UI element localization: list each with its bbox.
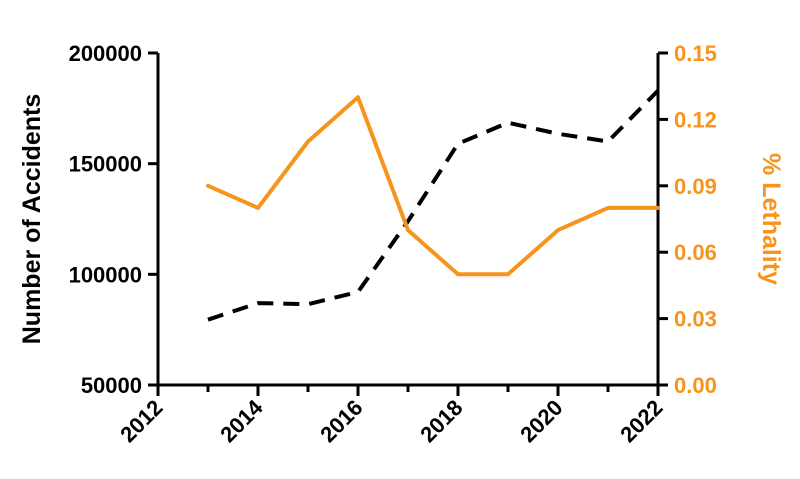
right-axis-title: % Lethality	[757, 153, 785, 285]
x-axis-tick-label: 2018	[415, 395, 467, 447]
left-axis-tick-label: 50000	[81, 373, 142, 398]
x-axis-tick-label: 2014	[215, 394, 268, 447]
right-axis-tick-label: 0.03	[674, 307, 717, 332]
left-axis-title: Number of Accidents	[18, 94, 46, 345]
left-axis-tick-label: 200000	[69, 41, 142, 66]
right-axis-tick-label: 0.00	[674, 373, 717, 398]
x-axis-tick-label: 2016	[315, 395, 367, 447]
lethality-series-line	[206, 95, 660, 277]
x-axis-tick-label: 2012	[115, 395, 167, 447]
right-axis-tick-label: 0.09	[674, 174, 717, 199]
left-axis-tick-label: 100000	[69, 262, 142, 287]
accidents-series-line	[207, 89, 660, 322]
right-axis-tick-label: 0.15	[674, 41, 717, 66]
right-axis-tick-label: 0.12	[674, 107, 717, 132]
x-axis-tick-label: 2020	[515, 395, 567, 447]
right-axis-tick-label: 0.06	[674, 240, 717, 265]
series-layer	[206, 89, 660, 322]
left-axis-tick-label: 150000	[69, 152, 142, 177]
x-axis-tick-label: 2022	[615, 395, 667, 447]
